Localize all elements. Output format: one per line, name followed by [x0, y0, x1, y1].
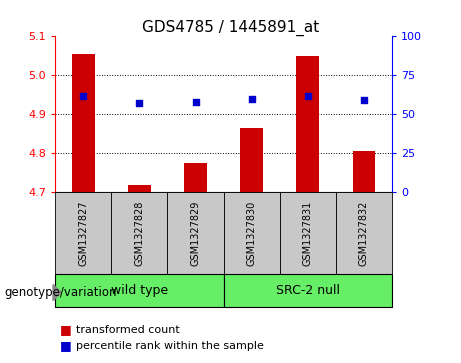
Bar [55, 274, 224, 307]
Point [360, 97, 367, 103]
Text: percentile rank within the sample: percentile rank within the sample [76, 340, 264, 351]
Bar [112, 192, 167, 274]
Bar [224, 274, 392, 307]
Text: GSM1327829: GSM1327829 [190, 200, 201, 266]
Bar [296, 56, 319, 192]
Text: transformed count: transformed count [76, 325, 180, 335]
Text: GSM1327828: GSM1327828 [135, 200, 144, 266]
Text: wild type: wild type [111, 284, 168, 297]
Bar [336, 192, 392, 274]
Text: GSM1327832: GSM1327832 [359, 200, 369, 266]
Polygon shape [53, 285, 61, 301]
Point [136, 101, 143, 106]
Text: ■: ■ [60, 339, 71, 352]
Text: GSM1327831: GSM1327831 [303, 201, 313, 266]
Text: genotype/variation: genotype/variation [5, 286, 117, 299]
Bar [241, 128, 263, 192]
Bar [280, 192, 336, 274]
Bar [184, 163, 207, 192]
Bar [72, 54, 95, 192]
Bar [224, 192, 280, 274]
Point [80, 93, 87, 98]
Text: GDS4785 / 1445891_at: GDS4785 / 1445891_at [142, 20, 319, 36]
Text: GSM1327830: GSM1327830 [247, 201, 257, 266]
Text: SRC-2 null: SRC-2 null [276, 284, 340, 297]
Bar [55, 192, 112, 274]
Point [248, 96, 255, 102]
Text: ■: ■ [60, 323, 71, 336]
Text: GSM1327827: GSM1327827 [78, 200, 89, 266]
Point [192, 99, 199, 105]
Point [304, 93, 312, 98]
Bar [167, 192, 224, 274]
Bar [353, 151, 375, 192]
Bar [128, 185, 151, 192]
